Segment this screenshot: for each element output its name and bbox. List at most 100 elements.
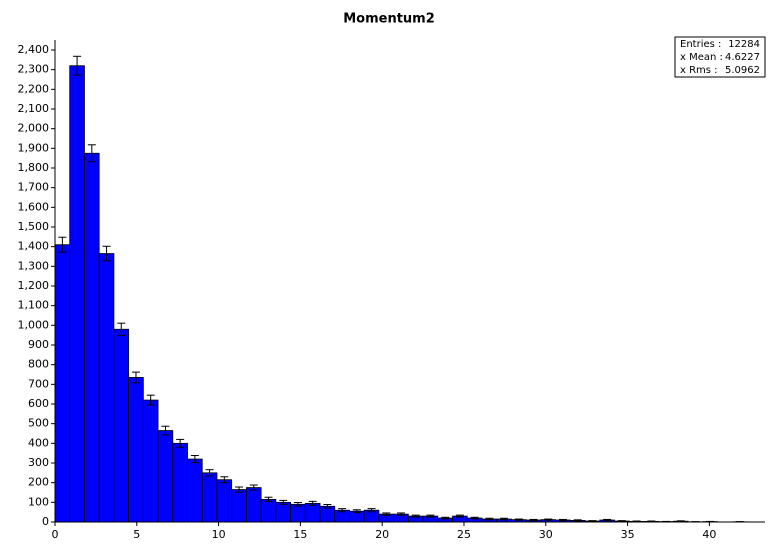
error-bar (161, 425, 170, 436)
x-tick-label: 15 (293, 528, 307, 541)
error-bar (220, 476, 229, 484)
stat-label: x Rms : (680, 65, 718, 76)
bar (290, 503, 306, 523)
y-tick-label: 0 (42, 515, 49, 528)
error-bar (397, 512, 406, 516)
error-bar (117, 322, 126, 336)
chart-title: Momentum2 (343, 12, 435, 27)
y-tick-label: 1,400 (18, 240, 50, 253)
error-bar (573, 519, 582, 522)
x-tick-label: 5 (133, 528, 140, 541)
bar (260, 498, 277, 523)
bar (84, 152, 100, 523)
y-tick-label: 1,200 (18, 279, 50, 292)
error-bar (411, 514, 420, 518)
error-bar (588, 520, 597, 522)
x-tick-label: 35 (621, 528, 635, 541)
y-tick-label: 400 (28, 436, 49, 449)
error-bar (249, 484, 258, 491)
error-bar (102, 245, 111, 262)
x-tick-label: 0 (52, 528, 59, 541)
error-bar (514, 518, 523, 521)
y-tick-label: 2,300 (18, 63, 50, 76)
error-bar (338, 508, 347, 513)
bar (157, 430, 174, 523)
error-bar (352, 509, 361, 514)
x-tick-label: 30 (539, 528, 553, 541)
error-bar (426, 514, 435, 518)
y-tick-label: 2,200 (18, 82, 50, 95)
error-bar (617, 520, 626, 522)
y-tick-label: 1,000 (18, 318, 50, 331)
x-tick-label: 40 (702, 528, 716, 541)
y-tick-label: 700 (28, 377, 49, 390)
error-bar (190, 455, 199, 464)
error-bar (146, 394, 155, 406)
error-bar (676, 520, 685, 523)
stats-box (674, 36, 766, 78)
error-bar (441, 516, 450, 520)
error-bar (382, 512, 391, 516)
error-bar (500, 517, 509, 521)
error-bar (603, 518, 612, 522)
bar (172, 442, 188, 523)
y-tick-label: 900 (28, 338, 49, 351)
y-tick-label: 600 (28, 397, 49, 410)
error-bar (529, 518, 538, 522)
bar (142, 399, 159, 523)
error-bar (205, 469, 214, 477)
bar (187, 458, 203, 523)
error-bar (58, 236, 67, 253)
error-bar (470, 516, 479, 520)
y-tick-label: 200 (28, 476, 49, 489)
x-tick-label: 25 (457, 528, 471, 541)
bar (275, 501, 291, 523)
error-bar (558, 518, 567, 522)
y-tick-label: 2,100 (18, 102, 50, 115)
error-bar (455, 514, 464, 518)
y-tick-label: 1,600 (18, 200, 50, 213)
error-bar (264, 496, 273, 503)
stat-value: 4.6227 (725, 52, 760, 63)
error-bar (87, 144, 96, 163)
bar (98, 253, 115, 523)
error-bar (73, 55, 82, 76)
y-tick-label: 100 (28, 495, 49, 508)
y-tick-label: 500 (28, 417, 49, 430)
error-bar (293, 502, 302, 507)
y-tick-label: 1,300 (18, 259, 50, 272)
bar (246, 487, 262, 523)
error-bar (176, 438, 185, 448)
y-tick-label: 2,400 (18, 43, 50, 56)
bar (231, 489, 247, 523)
error-bar (485, 517, 494, 521)
y-tick-label: 2,000 (18, 122, 50, 135)
error-bar (308, 500, 317, 506)
y-tick-label: 1,700 (18, 181, 50, 194)
y-tick-label: 300 (28, 456, 49, 469)
bar (216, 479, 233, 523)
bar (319, 505, 336, 523)
stat-label: x Mean : (680, 52, 723, 63)
y-tick-label: 1,500 (18, 220, 50, 233)
error-bar (279, 499, 288, 505)
bar (128, 377, 144, 523)
x-tick-label: 20 (375, 528, 389, 541)
error-bar (367, 508, 376, 513)
bar (54, 244, 71, 523)
bar (113, 328, 130, 523)
stat-label: Entries : (680, 39, 721, 50)
stat-value: 5.0962 (725, 65, 760, 76)
stat-value: 12284 (728, 39, 760, 50)
error-bar (131, 371, 140, 384)
y-tick-label: 1,100 (18, 299, 50, 312)
bar (69, 65, 85, 523)
y-tick-label: 1,800 (18, 161, 50, 174)
bar (304, 502, 321, 523)
bar (201, 472, 218, 523)
y-tick-label: 800 (28, 358, 49, 371)
y-tick-label: 1,900 (18, 141, 50, 154)
error-bar (544, 518, 553, 521)
